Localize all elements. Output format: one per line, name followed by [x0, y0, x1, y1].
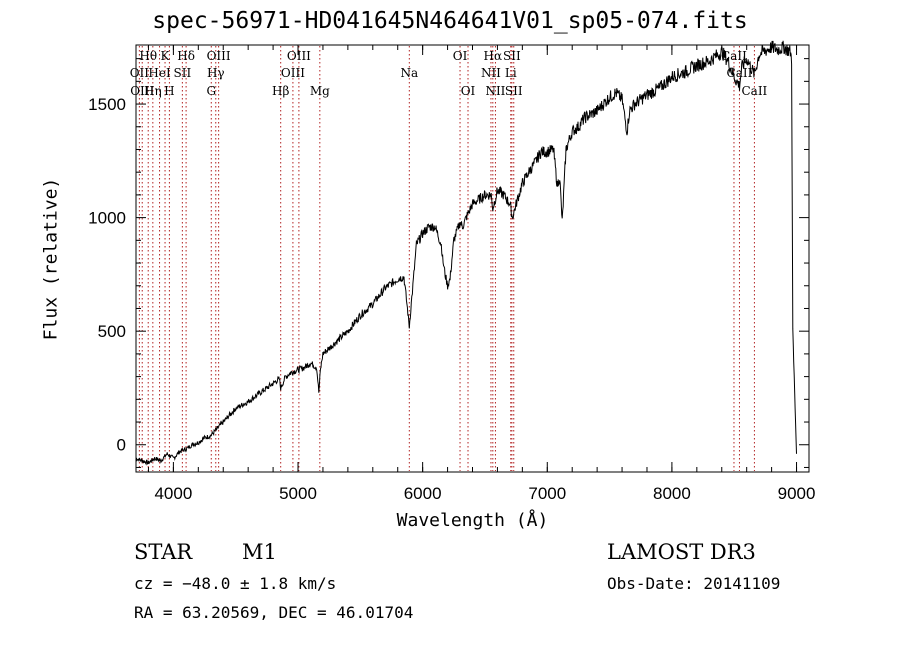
spectrum-line — [135, 40, 797, 466]
line-label: Hδ — [177, 49, 195, 63]
object-subclass: M1 — [242, 540, 277, 564]
line-label: Hη — [144, 84, 162, 98]
x-tick-label: 6000 — [404, 484, 442, 503]
line-label: Hθ — [139, 49, 157, 63]
line-label: Hα — [484, 49, 503, 63]
x-tick-label: 7000 — [528, 484, 566, 503]
y-axis-label: Flux (relative) — [40, 177, 62, 341]
line-label: Na — [400, 66, 418, 80]
x-tick-label: 9000 — [778, 484, 816, 503]
emission-line-markers — [138, 46, 755, 471]
line-label: CaII — [741, 84, 767, 98]
emission-line-labels: OIIOIIIHθHηHeIKHSIIHδGHγOIIIHβOIIIOIIIMg… — [130, 49, 768, 98]
series-layer — [135, 40, 797, 466]
line-label: Hβ — [272, 84, 289, 98]
redshift-cz: cz = −48.0 ± 1.8 km/s — [134, 574, 337, 593]
line-label: Mg — [310, 84, 330, 98]
line-label: HeI — [148, 66, 171, 80]
line-label: OIII — [207, 49, 231, 63]
survey-name: LAMOST DR3 — [607, 540, 756, 564]
y-tick-label: 1500 — [88, 95, 126, 114]
line-label: Li — [505, 66, 517, 80]
chart-title: spec-56971-HD041645N464641V01_sp05-074.f… — [152, 8, 748, 34]
x-tick-label: 4000 — [154, 484, 192, 503]
line-label: CaII — [721, 49, 747, 63]
x-axis-label: Wavelength (Å) — [396, 510, 549, 531]
x-tick-label: 8000 — [653, 484, 691, 503]
line-label: H — [164, 84, 174, 98]
line-label: Hγ — [207, 66, 225, 80]
line-label: NII — [481, 66, 501, 80]
line-label: SII — [505, 84, 523, 98]
line-label: OIII — [287, 49, 311, 63]
line-label: OIII — [130, 84, 154, 98]
line-label: OI — [461, 84, 476, 98]
object-class: STAR — [134, 540, 193, 564]
line-label: NII — [485, 84, 505, 98]
x-tick-label: 5000 — [279, 484, 317, 503]
coordinates: RA = 63.20569, DEC = 46.01704 — [134, 603, 414, 622]
line-label: OI — [453, 49, 468, 63]
line-label: G — [206, 84, 216, 98]
line-label: SII — [174, 66, 192, 80]
line-label: SII — [503, 49, 521, 63]
line-label: K — [161, 49, 171, 63]
y-tick-label: 500 — [98, 322, 126, 341]
line-label: CaII — [727, 66, 753, 80]
line-label: OIII — [281, 66, 305, 80]
observation-date: Obs-Date: 20141109 — [607, 574, 781, 593]
axis-ticks: 4000 5000 6000 7000 8000 9000 0 500 1000 1500 — [88, 45, 815, 503]
y-tick-label: 0 — [117, 436, 126, 455]
y-tick-label: 1000 — [88, 209, 126, 228]
line-label: OII — [130, 66, 150, 80]
